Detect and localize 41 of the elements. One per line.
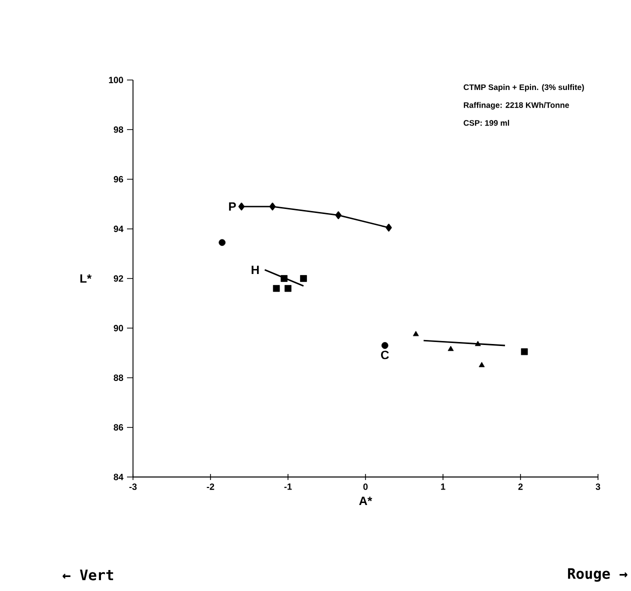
point — [448, 346, 454, 352]
series-label: C — [381, 350, 389, 360]
y-tick-label: 96 — [114, 176, 124, 182]
point — [272, 285, 280, 292]
y-tick-label: 100 — [109, 76, 124, 84]
y-tick-label: 84 — [114, 474, 124, 480]
point — [218, 239, 226, 246]
point — [335, 211, 342, 220]
x-tick-label: -2 — [206, 484, 214, 490]
point — [386, 224, 392, 232]
x-tick-label: 1 — [441, 484, 446, 490]
x-tick-label: -3 — [129, 484, 137, 490]
point — [474, 340, 481, 346]
y-tick-label: 86 — [114, 424, 124, 431]
text: ← Vert — [62, 570, 114, 580]
x-tick-label: -1 — [284, 484, 292, 490]
point — [520, 348, 528, 356]
text: Rouge → — [568, 568, 628, 582]
point — [280, 275, 288, 282]
x-tick-label: 0 — [363, 484, 368, 490]
annotation: CTMP Sapin + Epin. (3% sulfite) — [464, 84, 584, 92]
point — [478, 362, 485, 368]
point — [300, 275, 307, 282]
x-tick-label: 2 — [518, 484, 523, 490]
point — [412, 330, 419, 336]
annotation: CSP: 199 ml — [464, 120, 510, 126]
annotation: Raffinage: 2218 KWh/Tonne — [464, 102, 570, 110]
point — [269, 202, 276, 210]
y-tick-label: 88 — [114, 374, 124, 381]
series-label: P — [229, 202, 236, 211]
point — [238, 202, 245, 210]
point — [284, 285, 292, 292]
y-tick-label: 90 — [114, 324, 124, 332]
point — [381, 342, 388, 349]
x-tick-label: 3 — [596, 484, 600, 490]
series-label: H — [252, 266, 259, 274]
y-tick-label: 98 — [114, 126, 124, 133]
x-axis-title: A* — [359, 496, 372, 506]
y-tick-label: 94 — [114, 226, 124, 232]
y-tick-label: 92 — [114, 275, 124, 282]
y-axis-title: L* — [80, 274, 92, 283]
